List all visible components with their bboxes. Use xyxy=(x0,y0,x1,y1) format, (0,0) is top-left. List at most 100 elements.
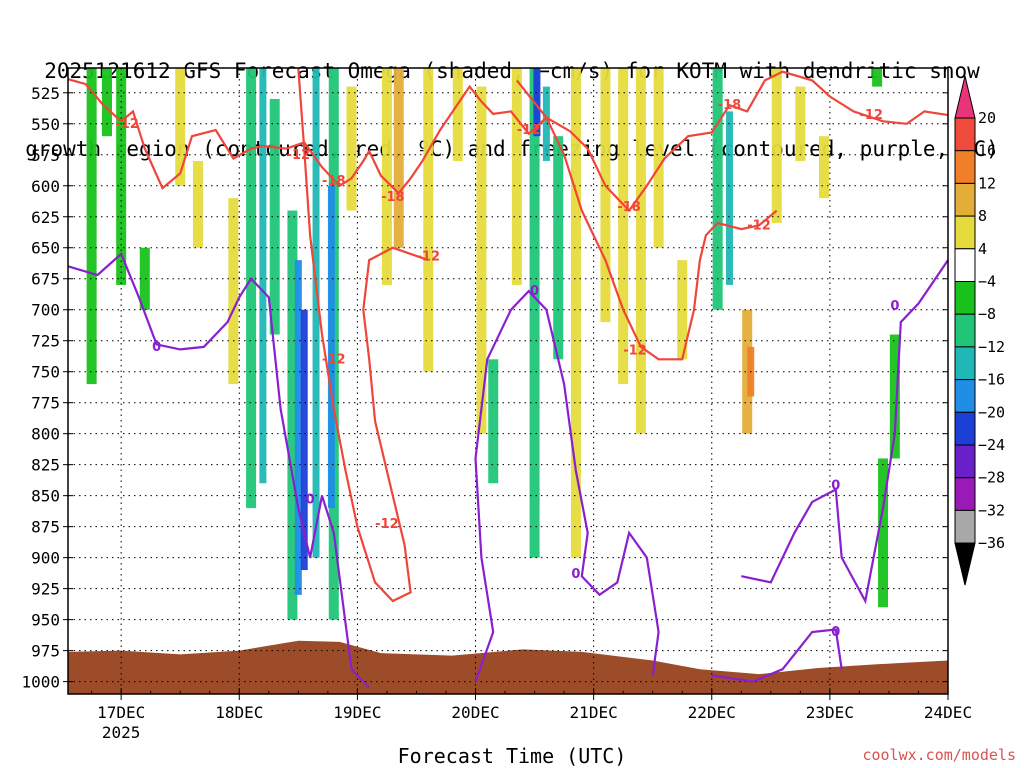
colorbar-label-13: −36 xyxy=(978,534,1005,552)
y-tick-label-16: 925 xyxy=(31,580,60,599)
omega-shade-30 xyxy=(618,68,629,385)
colorbar-segment-10 xyxy=(954,411,976,446)
dgz-label-1: -12 xyxy=(287,148,311,163)
omega-shade-26 xyxy=(542,86,550,161)
colorbar-segment-2 xyxy=(954,150,976,184)
colorbar-bottom-arrow xyxy=(954,542,976,586)
freezing-contour-1 xyxy=(474,289,660,682)
omega-shade-16 xyxy=(346,86,357,211)
colorbar-segment-6 xyxy=(954,281,976,315)
freezing-label-4: 0 xyxy=(831,479,840,494)
colorbar-top-arrow xyxy=(954,75,976,119)
dgz-label-11: -12 xyxy=(747,218,771,233)
x-year-label: 2025 xyxy=(102,723,141,742)
omega-shade-5 xyxy=(192,160,203,248)
y-tick-label-13: 850 xyxy=(31,487,60,506)
y-tick-label-0: 525 xyxy=(31,84,60,103)
omega-shade-20 xyxy=(452,68,463,161)
omega-shade-3 xyxy=(139,247,150,310)
y-tick-label-5: 650 xyxy=(31,239,60,258)
omega-shade-8 xyxy=(259,68,267,484)
omega-shade-10 xyxy=(287,210,298,620)
dgz-label-6: -12 xyxy=(375,517,399,532)
colorbar-label-8: −16 xyxy=(978,371,1005,389)
colorbar-label-3: 8 xyxy=(978,207,987,225)
colorbar-label-9: −20 xyxy=(978,403,1005,421)
omega-shade-21 xyxy=(476,86,487,434)
y-tick-label-6: 675 xyxy=(31,270,60,289)
omega-shade-11 xyxy=(294,260,302,595)
omega-shade-35 xyxy=(725,111,733,285)
colorbar-segment-13 xyxy=(954,509,976,544)
colorbar-label-6: −8 xyxy=(978,305,996,323)
colorbar-segment-11 xyxy=(954,444,976,479)
dgz-label-0: -12 xyxy=(115,117,139,132)
x-tick-label-0: 17DEC xyxy=(97,703,145,722)
y-tick-label-15: 900 xyxy=(31,549,60,568)
freezing-label-0: 0 xyxy=(152,340,161,355)
omega-shade-41 xyxy=(872,68,883,87)
colorbar-segment-8 xyxy=(954,346,976,381)
omega-shade-43 xyxy=(878,458,889,608)
credit-link[interactable]: coolwx.com/models xyxy=(862,746,1016,764)
freezing-contour-0 xyxy=(67,252,370,689)
colorbar-label-2: 12 xyxy=(978,174,996,192)
freezing-label-3: 0 xyxy=(571,567,580,582)
x-tick-label-1: 18DEC xyxy=(215,703,263,722)
omega-shade-33 xyxy=(677,260,688,360)
colorbar-label-5: −4 xyxy=(978,273,996,291)
omega-shade-15 xyxy=(327,185,335,509)
freezing-label-6: 0 xyxy=(890,299,899,314)
omega-shade-25 xyxy=(533,68,541,137)
dgz-label-12: -12 xyxy=(859,108,883,123)
omega-shade-38 xyxy=(771,68,782,223)
x-tick-label-6: 23DEC xyxy=(806,703,854,722)
colorbar-segment-4 xyxy=(954,215,976,250)
y-tick-label-17: 950 xyxy=(31,611,60,630)
omega-shade-24 xyxy=(529,68,540,558)
colorbar-segment-5 xyxy=(954,248,976,283)
y-tick-label-18: 975 xyxy=(31,642,60,661)
omega-shade-42 xyxy=(889,334,900,459)
omega-shade-32 xyxy=(653,68,664,248)
freezing-contour-2 xyxy=(741,259,949,605)
colorbar-segment-9 xyxy=(954,379,976,413)
omega-shade-40 xyxy=(818,136,829,199)
y-tick-label-3: 600 xyxy=(31,177,60,196)
dgz-label-8: -18 xyxy=(617,200,641,215)
y-tick-label-11: 800 xyxy=(31,425,60,444)
y-tick-label-12: 825 xyxy=(31,456,60,475)
freezing-label-5: 0 xyxy=(831,625,840,640)
omega-shade-23 xyxy=(511,68,522,285)
dgz-contour-1 xyxy=(297,67,429,603)
colorbar-segment-3 xyxy=(954,182,976,217)
omega-shade-2 xyxy=(116,68,127,285)
omega-shade-4 xyxy=(175,68,186,186)
omega-shade-12 xyxy=(300,309,308,571)
dgz-label-10: -18 xyxy=(718,98,742,113)
omega-shade-17 xyxy=(381,68,392,285)
omega-shade-1 xyxy=(101,68,112,137)
dgz-label-9: -12 xyxy=(623,344,647,359)
colorbar-segment-12 xyxy=(954,477,976,511)
y-tick-label-2: 575 xyxy=(31,146,60,165)
dgz-label-2: -18 xyxy=(322,174,346,189)
y-tick-label-19: 1000 xyxy=(21,673,60,692)
x-tick-label-2: 19DEC xyxy=(333,703,381,722)
omega-shade-7 xyxy=(246,68,257,509)
colorbar-label-10: −24 xyxy=(978,436,1005,454)
omega-shade-18 xyxy=(393,68,404,248)
colorbar-segment-1 xyxy=(954,117,976,152)
omega-shade-0 xyxy=(86,68,97,385)
x-tick-label-4: 21DEC xyxy=(570,703,618,722)
x-axis-title: Forecast Time (UTC) xyxy=(397,744,627,768)
freezing-label-1: 0 xyxy=(306,492,315,507)
y-tick-label-10: 775 xyxy=(31,394,60,413)
omega-shade-28 xyxy=(570,68,581,558)
x-tick-label-7: 24DEC xyxy=(924,703,972,722)
dgz-label-7: -12 xyxy=(517,123,541,138)
colorbar-label-1: 16 xyxy=(978,142,996,160)
y-tick-label-8: 725 xyxy=(31,332,60,351)
dgz-label-5: -12 xyxy=(322,352,346,367)
